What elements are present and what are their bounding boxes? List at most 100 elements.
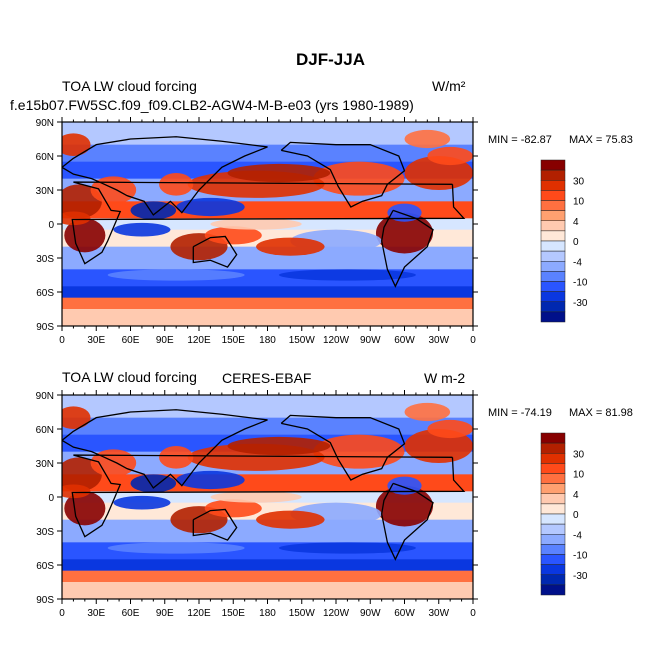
contour-region — [404, 129, 451, 149]
panel1-units: W/m² — [432, 78, 466, 94]
colorbar-swatch — [540, 432, 566, 444]
contour-region — [375, 485, 434, 527]
y-tick-label: 90N — [36, 118, 54, 129]
y-tick-label: 90S — [36, 595, 54, 606]
map-field — [62, 395, 473, 599]
contour-region — [159, 446, 194, 469]
map-field — [62, 122, 473, 326]
colorbar-swatch — [540, 271, 566, 282]
colorbar-swatch — [540, 513, 566, 525]
colorbar-label: 4 — [573, 217, 579, 228]
coastline — [192, 508, 238, 541]
contour-region — [256, 510, 325, 529]
colorbar-swatch — [540, 574, 566, 586]
contour-region — [278, 269, 416, 281]
contour-band — [62, 309, 473, 326]
colorbar-swatch — [540, 442, 566, 454]
colorbar-label: 10 — [573, 197, 585, 208]
contour-band — [62, 297, 473, 310]
x-tick-label: 150W — [289, 608, 316, 619]
colorbar-label: 0 — [573, 510, 579, 521]
panel1-max: MAX = 75.83 — [569, 134, 633, 146]
x-tick-label: 120W — [323, 335, 350, 346]
contour-region — [313, 161, 405, 196]
colorbar-swatch — [540, 180, 566, 191]
contour-region — [62, 406, 91, 429]
contour-region — [278, 542, 416, 554]
map-panel-1: 0 30E 60E 90E 120E 150E 180 150W 120W 90W 60W 30W 09… — [36, 117, 588, 346]
colorbar-swatch — [540, 261, 566, 272]
y-tick-label: 30S — [36, 527, 54, 538]
coastline — [192, 235, 238, 268]
colorbar-label: -4 — [573, 257, 582, 268]
contour-region — [159, 173, 194, 196]
colorbar-label: 30 — [573, 449, 585, 460]
coastline — [280, 414, 406, 481]
x-tick-label: 120W — [323, 608, 350, 619]
colorbar-label: -10 — [573, 551, 588, 562]
colorbar-label: 30 — [573, 176, 585, 187]
colorbar-swatch — [540, 534, 566, 545]
contour-region — [130, 474, 177, 493]
x-tick-label: 150E — [222, 608, 246, 619]
contour-region — [256, 237, 325, 256]
contour-region — [375, 212, 434, 254]
colorbar-label: -4 — [573, 530, 582, 541]
colorbar-swatch — [540, 564, 566, 575]
colorbar-swatch — [540, 291, 566, 302]
colorbar-swatch — [540, 240, 566, 252]
x-tick-label: 120E — [187, 335, 211, 346]
contour-region — [313, 434, 405, 469]
colorbar-swatch — [540, 473, 566, 484]
x-tick-label: 30W — [428, 335, 449, 346]
contour-band — [62, 417, 473, 436]
contour-region — [427, 146, 473, 166]
contour-region — [210, 491, 302, 503]
panel2-max: MAX = 81.98 — [569, 407, 633, 419]
colorbar-swatch — [540, 554, 566, 565]
contour-region — [427, 419, 473, 439]
panel2-left-title: TOA LW cloud forcing — [62, 369, 197, 385]
contour-band — [62, 122, 473, 146]
coastline — [71, 181, 466, 265]
contour-region — [210, 218, 302, 230]
y-tick-label: 30N — [36, 459, 54, 470]
colorbar-swatch — [540, 584, 566, 596]
x-tick-label: 180 — [259, 608, 276, 619]
colorbar-label: -10 — [573, 278, 588, 289]
x-tick-label: 30E — [87, 608, 105, 619]
contour-band — [62, 559, 473, 572]
coastline — [62, 136, 268, 216]
panel1-left-title: f.e15b07.FW5SC.f09_f09.CLB2-AGW4-M-B-e03… — [10, 97, 414, 113]
x-tick-label: 60E — [122, 608, 140, 619]
x-tick-label: 0 — [59, 608, 65, 619]
map-panel-2: 0 30E 60E 90E 120E 150E 180 150W 120W 90W 60W 30W 09… — [36, 390, 588, 619]
x-tick-label: 60W — [394, 335, 415, 346]
contour-region — [107, 269, 245, 281]
x-tick-label: 120E — [187, 608, 211, 619]
contour-band — [62, 582, 473, 599]
x-tick-label: 30W — [428, 608, 449, 619]
contour-band — [62, 570, 473, 583]
x-tick-label: 30E — [87, 335, 105, 346]
contour-region — [176, 470, 245, 490]
contour-band — [62, 519, 473, 543]
y-tick-label: 0 — [48, 493, 54, 504]
colorbar-swatch — [540, 453, 566, 464]
contour-band — [62, 144, 473, 163]
colorbar-swatch — [540, 483, 566, 494]
contour-region — [107, 542, 245, 554]
colorbar-swatch — [540, 230, 566, 242]
colorbar-label: -30 — [573, 571, 588, 582]
colorbar-swatch — [540, 311, 566, 323]
contour-region — [227, 163, 331, 183]
colorbar-swatch — [540, 190, 566, 201]
coastline — [62, 409, 268, 489]
contour-band — [62, 395, 473, 419]
x-tick-label: 90W — [360, 608, 381, 619]
x-tick-label: 0 — [470, 608, 476, 619]
colorbar-swatch — [540, 159, 566, 171]
contour-region — [130, 201, 177, 220]
